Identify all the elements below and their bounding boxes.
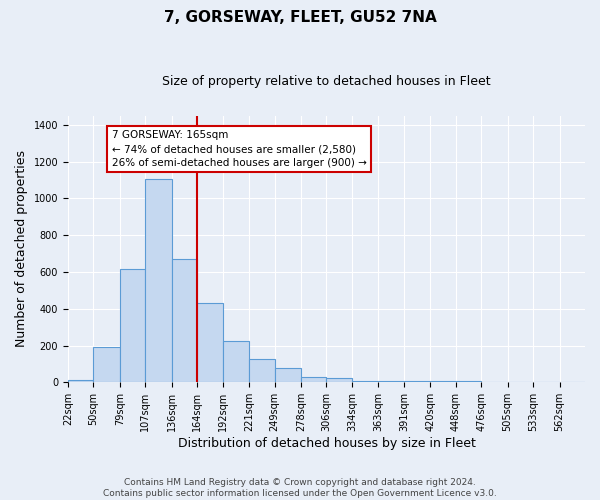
Bar (197, 303, 223, 382)
Bar (145, 179, 172, 382)
Bar (172, 259, 197, 382)
Bar (379, 380, 404, 382)
Bar (326, 378, 352, 382)
Bar (275, 368, 301, 382)
Text: 7 GORSEWAY: 165sqm
← 74% of detached houses are smaller (2,580)
26% of semi-deta: 7 GORSEWAY: 165sqm ← 74% of detached hou… (112, 130, 367, 168)
X-axis label: Distribution of detached houses by size in Fleet: Distribution of detached houses by size … (178, 437, 475, 450)
Bar (94, 348, 120, 382)
Text: Contains HM Land Registry data © Crown copyright and database right 2024.
Contai: Contains HM Land Registry data © Crown c… (103, 478, 497, 498)
Bar (120, 269, 145, 382)
Bar (223, 341, 249, 382)
Text: 7, GORSEWAY, FLEET, GU52 7NA: 7, GORSEWAY, FLEET, GU52 7NA (164, 10, 436, 25)
Bar (301, 377, 326, 382)
Bar (68, 380, 94, 382)
Y-axis label: Number of detached properties: Number of detached properties (15, 150, 28, 348)
Title: Size of property relative to detached houses in Fleet: Size of property relative to detached ho… (162, 75, 491, 88)
Bar (352, 380, 379, 382)
Bar (249, 360, 275, 382)
